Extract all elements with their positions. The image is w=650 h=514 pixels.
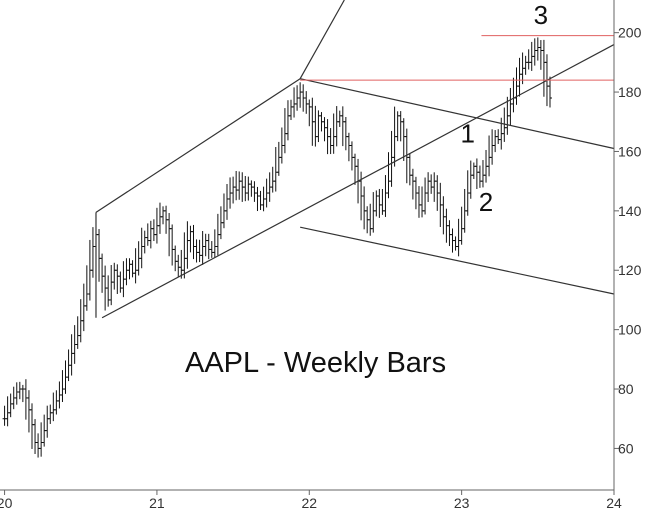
trend-lines <box>95 0 615 319</box>
y-tick-label: 100 <box>618 322 642 338</box>
y-tick-label: 200 <box>618 25 642 41</box>
trend-line <box>299 0 345 79</box>
y-tick-label: 180 <box>618 84 642 100</box>
trend-line <box>300 226 615 295</box>
chart-annotation: AAPL - Weekly Bars <box>185 347 446 379</box>
y-tick-label: 120 <box>618 262 642 278</box>
wave-label: 2 <box>479 187 493 217</box>
x-tick-label: 24 <box>606 495 622 511</box>
trend-line <box>95 78 301 213</box>
wave-label: 1 <box>461 119 475 149</box>
x-tick-label: 23 <box>454 495 470 511</box>
plot-area: 1 2 3 <box>0 0 615 490</box>
trend-line <box>101 44 615 319</box>
wave-label: 3 <box>534 0 548 30</box>
price-bar <box>548 76 553 108</box>
x-tick-label: 22 <box>301 495 317 511</box>
y-tick-label: 160 <box>618 143 642 159</box>
y-tick-label: 140 <box>618 203 642 219</box>
plot-background <box>0 0 614 490</box>
y-axis-ticks: 60 80 100 120 140 160 180 200 <box>614 25 642 456</box>
trend-line <box>300 78 615 150</box>
x-tick-label: 21 <box>149 495 165 511</box>
x-tick-label: 20 <box>0 495 13 511</box>
price-bars <box>2 37 553 458</box>
y-tick-label: 80 <box>618 381 634 397</box>
x-axis-ticks: 20 21 22 23 24 <box>0 490 622 511</box>
wave-labels: 1 2 3 <box>461 0 549 217</box>
y-tick-label: 60 <box>618 440 634 456</box>
